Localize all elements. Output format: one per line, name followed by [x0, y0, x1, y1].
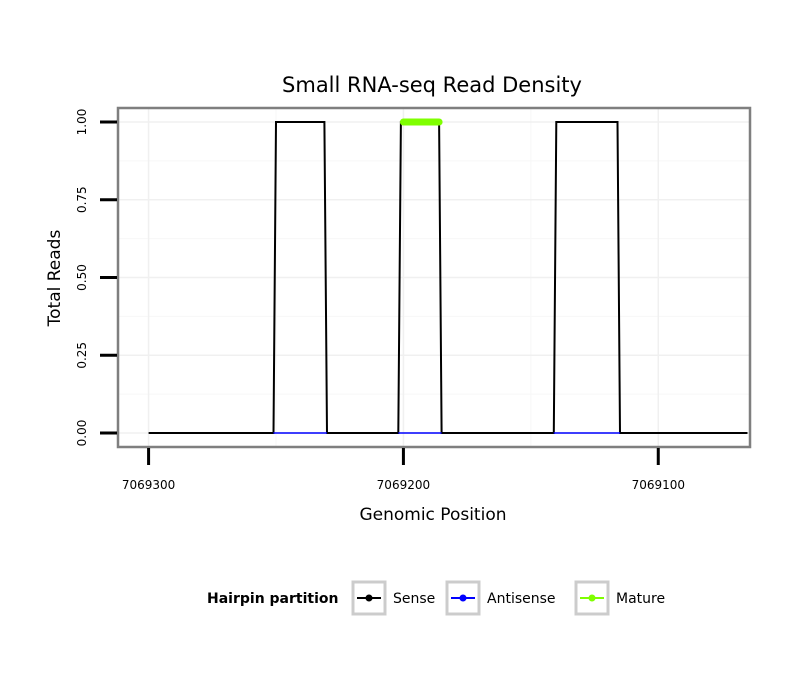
y-tick-label: 0.25	[75, 342, 89, 369]
x-tick-label: 7069300	[122, 478, 175, 492]
y-axis: 0.00 0.25 0.50 0.75 1.00	[75, 109, 117, 447]
y-tick-label: 0.00	[75, 420, 89, 447]
legend-item-sense: Sense	[351, 580, 435, 616]
plot-panel	[116, 106, 752, 449]
chart-title: Small RNA-seq Read Density	[282, 73, 582, 97]
legend-item-antisense: Antisense	[445, 580, 556, 616]
legend-title: Hairpin partition	[207, 591, 338, 607]
legend-label: Antisense	[487, 591, 556, 607]
legend-key-point	[588, 594, 596, 602]
legend-label: Mature	[616, 591, 665, 607]
y-tick-label: 1.00	[75, 109, 89, 136]
y-axis-label: Total Reads	[45, 230, 65, 328]
legend: Hairpin partition Sense Antisense Mature	[207, 580, 665, 616]
x-axis: 7069300 7069200 7069100	[122, 448, 685, 492]
legend-key-point	[365, 594, 373, 602]
x-axis-label: Genomic Position	[359, 505, 506, 525]
panel-border	[116, 106, 752, 449]
y-tick-label: 0.50	[75, 264, 89, 291]
x-tick-label: 7069100	[632, 478, 685, 492]
legend-item-mature: Mature	[574, 580, 665, 616]
legend-key-point	[459, 594, 467, 602]
legend-label: Sense	[393, 591, 435, 607]
x-tick-label: 7069200	[377, 478, 430, 492]
y-tick-label: 0.75	[75, 186, 89, 213]
